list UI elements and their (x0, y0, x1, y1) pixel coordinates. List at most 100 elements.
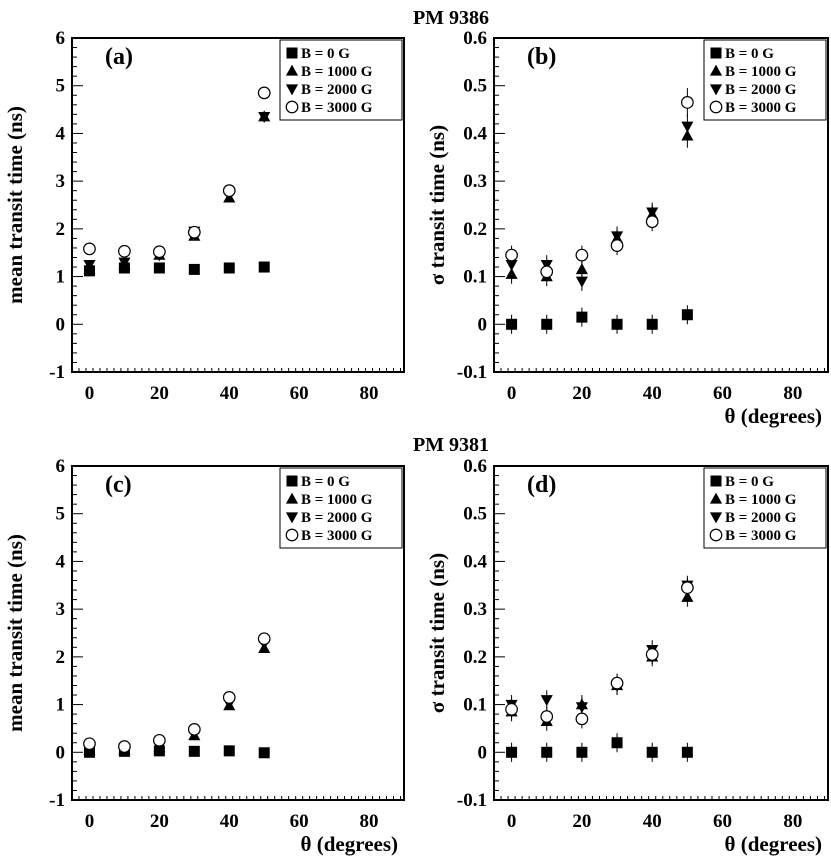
y-axis-title: mean transit time (ns) (3, 534, 27, 732)
y-tick-label: 4 (56, 123, 66, 144)
y-tick-label: 4 (56, 551, 66, 572)
x-axis-title: θ (degrees) (725, 832, 822, 856)
data-point (505, 248, 518, 262)
data-point (223, 745, 235, 757)
legend-marker-square (710, 47, 722, 59)
x-tick-label: 80 (360, 811, 379, 832)
legend-label: B = 3000 G (301, 100, 373, 116)
data-point (118, 740, 131, 753)
y-tick-label: 0.3 (463, 171, 487, 192)
x-axis-title: θ (degrees) (725, 404, 822, 428)
y-tick-label: 0.2 (463, 219, 487, 240)
legend-marker-circle-open (709, 528, 723, 542)
panel-label: (c) (105, 472, 132, 498)
data-point (575, 263, 588, 275)
legend-marker-square (286, 475, 298, 487)
legend-label: B = 3000 G (725, 100, 797, 116)
legend-box (279, 39, 403, 121)
y-tick-label: 5 (56, 76, 66, 97)
legend-marker-triangle-up (285, 64, 299, 76)
data-point (541, 318, 553, 330)
legend-label: B = 1000 G (301, 492, 373, 508)
legend-label: B = 0 G (301, 46, 350, 62)
legend-marker-square (710, 475, 722, 487)
data-point (506, 746, 518, 758)
data-point (83, 746, 95, 758)
legend-marker-triangle-up (285, 492, 299, 504)
data-point (611, 737, 623, 749)
x-tick-label: 40 (220, 383, 239, 404)
panel-4: 0 20 40 60 80 -0.1 0 0.1 0.2 0.3 0.4 0.5 0.6 σ transi… (425, 456, 829, 856)
data-point (540, 695, 553, 707)
x-tick-label: 20 (572, 383, 591, 404)
plot-frame (71, 465, 405, 801)
legend-box (703, 39, 827, 121)
legend-label: B = 2000 G (301, 82, 373, 98)
legend-label: B = 0 G (725, 46, 774, 62)
data-point (188, 745, 200, 757)
panel-2: 0 20 40 60 80 -0.1 0 0.1 0.2 0.3 0.4 0.5 0.6 σ transi… (425, 28, 829, 428)
data-point (646, 318, 658, 330)
legend-label: B = 2000 G (725, 510, 797, 526)
y-tick-label: 0 (478, 742, 488, 763)
legend-marker-triangle-down (285, 84, 299, 96)
data-point (680, 96, 694, 109)
y-tick-label: -1 (49, 790, 65, 811)
panel-label: (b) (527, 44, 556, 70)
y-tick-label: 2 (56, 219, 66, 240)
data-point (505, 259, 518, 271)
data-point (540, 710, 554, 723)
panel-3: 0 20 40 60 80 -1 0 1 2 3 4 5 6 mean transit time (ns)… (3, 456, 405, 856)
x-tick-label: 40 (643, 383, 662, 404)
legend-label: B = 2000 G (725, 82, 797, 98)
data-point (540, 265, 554, 279)
x-tick-label: 60 (290, 383, 309, 404)
y-tick-label: 0.1 (463, 267, 487, 288)
y-tick-label: 0 (478, 314, 488, 335)
x-tick-label: 60 (713, 811, 732, 832)
data-point (222, 691, 236, 704)
data-point (611, 318, 623, 330)
x-tick-label: 60 (713, 383, 732, 404)
legend-label: B = 2000 G (301, 510, 373, 526)
x-tick-label: 60 (290, 811, 309, 832)
data-point (83, 265, 95, 277)
y-tick-label: 3 (56, 599, 66, 620)
data-point (645, 648, 659, 661)
data-point (222, 184, 236, 198)
data-point (187, 225, 201, 239)
data-point (610, 676, 624, 690)
legend-label: B = 1000 G (301, 64, 373, 80)
legend-marker-triangle-down (709, 84, 723, 96)
legend-label: B = 0 G (301, 474, 350, 490)
y-tick-label: 0.2 (463, 647, 487, 668)
figure-title-pm9386: PM 9386 (413, 7, 489, 29)
y-tick-label: 0.4 (463, 123, 487, 144)
x-axis-title: θ (degrees) (301, 832, 398, 856)
x-tick-label: 20 (572, 811, 591, 832)
data-point (118, 262, 130, 274)
plot-frame (493, 465, 829, 801)
legend-marker-circle-open (285, 528, 299, 542)
legend-marker-triangle-up (709, 492, 723, 504)
data-point (681, 121, 694, 133)
figure-title-pm9381: PM 9381 (413, 434, 489, 456)
data-point (681, 746, 693, 758)
y-tick-label: 3 (56, 171, 66, 192)
legend-label: B = 3000 G (725, 528, 797, 544)
x-tick-label: 0 (507, 811, 517, 832)
panel-1: 0 20 40 60 80 -1 0 1 2 3 4 5 6 mean transit time (ns)… (3, 28, 405, 404)
legend-label: B = 0 G (725, 474, 774, 490)
y-tick-label: -0.1 (457, 362, 487, 383)
y-tick-label: 0.6 (463, 28, 487, 49)
data-point (610, 239, 624, 252)
data-point (258, 747, 270, 759)
data-point (188, 263, 200, 275)
x-tick-label: 80 (783, 811, 802, 832)
data-point (223, 262, 235, 274)
y-tick-label: 0.1 (463, 695, 487, 716)
plot-frame (71, 37, 405, 373)
data-point (118, 244, 131, 258)
y-tick-label: 0.6 (463, 456, 487, 477)
plot-frame (493, 37, 829, 373)
